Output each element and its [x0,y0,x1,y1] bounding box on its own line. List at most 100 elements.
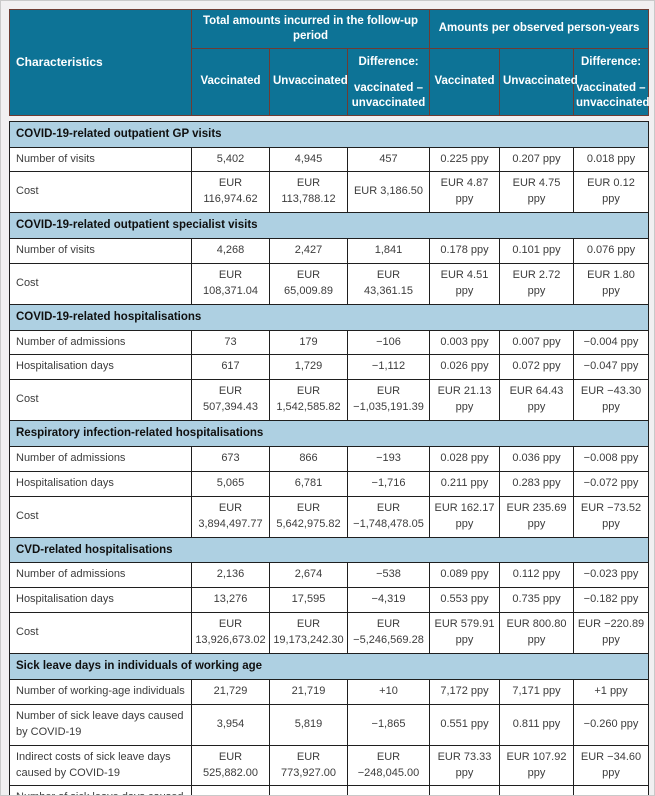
value-cell: 457 [347,146,430,173]
value-cell: 39,596 [269,785,348,795]
value-cell: EUR −1,748,478.05 [347,495,430,538]
table-row: Number of sick leave days caused by resp… [9,785,650,795]
section-title: COVID-19-related outpatient specialist v… [8,212,650,240]
value-cell: 4,945 [269,146,348,173]
value-cell: EUR 5,642,975.82 [269,495,348,538]
table-row: Hospitalisation days 5,065 6,781 −1,716 0.21… [9,470,650,497]
table-row: Number of working-age individuals 21,729 2… [9,678,650,705]
row-label: Number of visits [9,146,192,173]
table-body: COVID-19-related outpatient GP visits Num… [8,120,650,795]
value-cell: EUR 4.75 ppy [499,171,574,214]
body-table: COVID-19-related outpatient GP visits Num… [8,120,650,795]
value-cell: 0.076 ppy [572,238,650,264]
value-cell: −1,112 [347,354,430,381]
value-cell: EUR −43.30 ppy [572,379,650,422]
value-cell: EUR 525,882.00 [191,744,270,787]
value-cell: 0.018 ppy [572,146,650,173]
value-cell: EUR 800.80 ppy [499,612,574,655]
table-row: Number of visits 5,402 4,945 457 0.225 ppy 0.… [9,146,650,173]
table-row: Number of admissions 673 866 −193 0.028 ppy 0… [9,445,650,472]
value-cell: 0.112 ppy [499,562,574,589]
value-cell: 0.811 ppy [499,703,574,746]
section-title: COVID-19-related outpatient GP visits [8,120,650,148]
value-cell: EUR 73.33 ppy [429,744,500,787]
value-cell: −7,778 [347,785,430,795]
table-row: Cost EUR 108,371.04 EUR 65,009.89 EUR 43,36… [9,262,650,305]
value-cell: EUR 507,394.43 [191,379,270,422]
value-cell: −1.085 ppy [572,785,650,795]
col-header-difference-total: Difference: vaccinated – unvaccinated [346,47,431,116]
value-cell: EUR 4.51 ppy [429,262,500,305]
value-cell: 21,729 [191,678,270,705]
row-label: Number of visits [9,238,192,264]
value-cell: 1,841 [347,238,430,264]
value-cell: 0.735 ppy [499,587,574,614]
value-cell: −1,865 [347,703,430,746]
value-cell: 5.522 ppy [499,785,574,795]
value-cell: 1,729 [269,354,348,381]
value-cell: −0.260 ppy [572,703,650,746]
value-cell: −1,716 [347,470,430,497]
value-cell: 13,276 [191,587,270,614]
group-header-total: Total amounts incurred in the follow-up … [190,9,431,49]
value-cell: 4,268 [191,238,270,264]
row-label: Number of working-age individuals [9,678,192,705]
row-label: Hospitalisation days [9,354,192,381]
section-header-row: COVID-19-related hospitalisations [8,303,650,331]
value-cell: 0.072 ppy [499,354,574,381]
col-header-vaccinated-total: Vaccinated [191,47,270,116]
table-row: Cost EUR 13,926,673.02 EUR 19,173,242.30 EU… [9,612,650,655]
value-cell: EUR 235.69 ppy [499,495,574,538]
col-header-unvaccinated-ppy: Unvaccinated [499,47,578,116]
value-cell: 6,781 [269,470,348,497]
table-row: Hospitalisation days 13,276 17,595 −4,319 0.… [9,587,650,614]
table-row: Cost EUR 507,394.43 EUR 1,542,585.82 EUR −1… [9,379,650,422]
value-cell: 0.283 ppy [499,470,574,497]
value-cell: 7,171 ppy [499,678,574,705]
value-cell: EUR 64.43 ppy [499,379,574,422]
value-cell: −0.008 ppy [572,445,650,472]
row-label: Number of admissions [9,445,192,472]
value-cell: EUR 116,974.62 [191,171,270,214]
value-cell: EUR 107.92 ppy [499,744,574,787]
table-row: Hospitalisation days 617 1,729 −1,112 0.026 … [9,354,650,381]
value-cell: 73 [191,329,270,356]
value-cell: EUR 0.12 ppy [572,171,650,214]
value-cell: EUR 773,927.00 [269,744,348,787]
section-header-row: Respiratory infection-related hospitalis… [8,420,650,447]
value-cell: EUR 1,542,585.82 [269,379,348,422]
row-label: Cost [9,495,192,538]
value-cell: −0.023 ppy [572,562,650,589]
section-title: CVD-related hospitalisations [8,536,650,564]
difference-subtitle: vaccinated – unvaccinated [351,82,426,109]
row-label: Cost [9,171,192,214]
value-cell: 0.101 ppy [499,238,574,264]
value-cell: 0.551 ppy [429,703,500,746]
value-cell: EUR 162.17 ppy [429,495,500,538]
table-row: Indirect costs of sick leave days caused… [9,744,650,787]
value-cell: 5,402 [191,146,270,173]
value-cell: EUR 2.72 ppy [499,262,574,305]
row-label: Cost [9,379,192,422]
value-cell: +1 ppy [572,678,650,705]
value-cell: EUR 579.91 ppy [429,612,500,655]
value-cell: −106 [347,329,430,356]
section-header-row: COVID-19-related outpatient GP visits [8,120,650,148]
table-row: Cost EUR 3,894,497.77 EUR 5,642,975.82 EUR … [9,495,650,538]
value-cell: −0.072 ppy [572,470,650,497]
value-cell: EUR 113,788.12 [269,171,348,214]
table-row: Number of sick leave days caused by COVI… [9,703,650,746]
section-title: Respiratory infection-related hospitalis… [8,420,650,447]
value-cell: 0.036 ppy [499,445,574,472]
value-cell: −538 [347,562,430,589]
value-cell: +10 [347,678,430,705]
row-label: Indirect costs of sick leave days caused… [9,744,192,787]
value-cell: 4.437 ppy [429,785,500,795]
col-header-difference-ppy: Difference: vaccinated – unvaccinated [573,47,650,116]
value-cell: EUR 65,009.89 [269,262,348,305]
value-cell: −193 [347,445,430,472]
value-cell: 0.553 ppy [429,587,500,614]
value-cell: 0.225 ppy [429,146,500,173]
value-cell: EUR 4.87 ppy [429,171,500,214]
col-header-vaccinated-ppy: Vaccinated [429,47,501,116]
